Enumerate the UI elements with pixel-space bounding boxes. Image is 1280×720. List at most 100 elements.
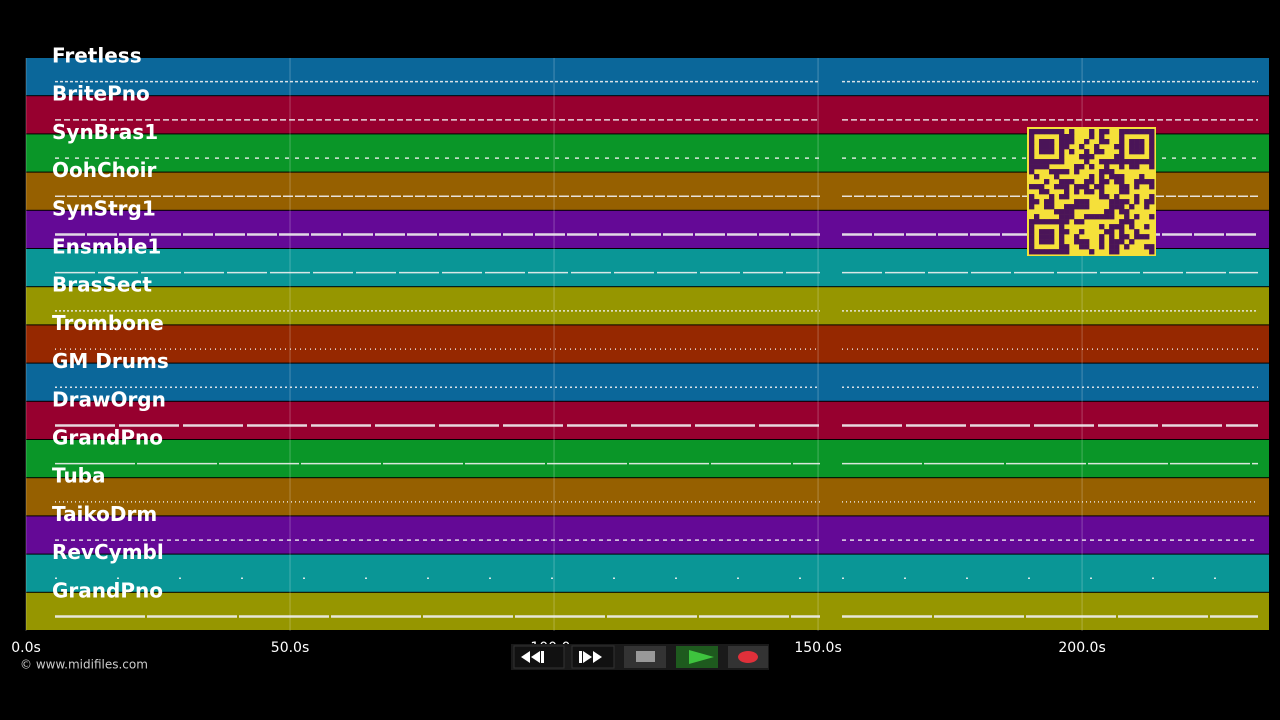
qr-module — [1039, 144, 1045, 150]
qr-module — [1039, 219, 1045, 225]
qr-module — [1039, 234, 1045, 240]
track-band — [26, 325, 1269, 363]
qr-module — [1149, 129, 1155, 135]
track-band — [26, 516, 1269, 554]
track-name: TaikoDrm — [52, 502, 157, 526]
qr-module — [1119, 239, 1125, 245]
qr-module — [1144, 129, 1150, 135]
qr-module — [1094, 144, 1100, 150]
qr-module — [1149, 199, 1155, 205]
qr-module — [1059, 234, 1065, 240]
qr-module — [1084, 204, 1090, 210]
qr-module — [1084, 139, 1090, 145]
qr-module — [1119, 189, 1125, 195]
qr-module — [1094, 184, 1100, 190]
tick-label: 0.0s — [11, 640, 41, 656]
qr-module — [1114, 194, 1120, 200]
qr-module — [1069, 209, 1075, 215]
qr-module — [1034, 184, 1040, 190]
qr-module — [1129, 219, 1135, 225]
qr-module — [1109, 224, 1115, 230]
qr-module — [1134, 184, 1140, 190]
track-name: SynStrg1 — [52, 196, 156, 220]
qr-module — [1109, 174, 1115, 180]
qr-module — [1109, 199, 1115, 205]
qr-module — [1059, 249, 1065, 255]
qr-module — [1064, 244, 1070, 250]
qr-module — [1084, 214, 1090, 220]
qr-module — [1054, 174, 1060, 180]
qr-module — [1114, 239, 1120, 245]
qr-module — [1029, 239, 1035, 245]
qr-module — [1149, 159, 1155, 165]
qr-module — [1124, 199, 1130, 205]
qr-module — [1144, 199, 1150, 205]
qr-module — [1059, 229, 1065, 235]
stop-button[interactable] — [624, 646, 666, 668]
rewind-button[interactable] — [513, 645, 565, 669]
qr-module — [1099, 159, 1105, 165]
qr-module — [1074, 204, 1080, 210]
qr-module — [1139, 179, 1145, 185]
qr-module — [1059, 239, 1065, 245]
qr-module — [1149, 184, 1155, 190]
qr-module — [1109, 249, 1115, 255]
play-button[interactable] — [676, 646, 718, 668]
qr-module — [1124, 214, 1130, 220]
qr-module — [1084, 179, 1090, 185]
qr-module — [1054, 169, 1060, 175]
qr-module — [1079, 154, 1085, 160]
qr-module — [1119, 139, 1125, 145]
fast-forward-button[interactable] — [571, 645, 615, 669]
qr-module — [1034, 164, 1040, 170]
qr-module — [1029, 134, 1035, 140]
qr-module — [1074, 239, 1080, 245]
track-name: Tuba — [52, 464, 106, 488]
qr-module — [1139, 174, 1145, 180]
qr-module — [1099, 214, 1105, 220]
qr-module — [1044, 159, 1050, 165]
record-button[interactable] — [728, 646, 768, 668]
track-name: RevCymbl — [52, 540, 164, 564]
qr-module — [1059, 159, 1065, 165]
qr-module — [1144, 224, 1150, 230]
qr-module — [1044, 144, 1050, 150]
qr-module — [1049, 219, 1055, 225]
qr-module — [1054, 129, 1060, 135]
tick-label: 50.0s — [271, 640, 309, 656]
qr-module — [1029, 234, 1035, 240]
qr-module — [1029, 219, 1035, 225]
qr-module — [1134, 199, 1140, 205]
qr-module — [1129, 129, 1135, 135]
qr-module — [1059, 149, 1065, 155]
qr-module — [1049, 194, 1055, 200]
qr-module — [1134, 159, 1140, 165]
qr-module — [1124, 219, 1130, 225]
qr-module — [1034, 199, 1040, 205]
qr-module — [1059, 169, 1065, 175]
qr-module — [1114, 224, 1120, 230]
qr-module — [1029, 244, 1035, 250]
qr-module — [1064, 219, 1070, 225]
qr-module — [1049, 229, 1055, 235]
qr-module — [1029, 224, 1035, 230]
qr-module — [1109, 239, 1115, 245]
qr-module — [1044, 149, 1050, 155]
qr-module — [1064, 184, 1070, 190]
qr-module — [1119, 149, 1125, 155]
qr-module — [1049, 139, 1055, 145]
track-name: Ensmble1 — [52, 235, 161, 259]
qr-module — [1079, 199, 1085, 205]
qr-module — [1049, 129, 1055, 135]
track-band — [26, 440, 1269, 478]
notes — [55, 80, 1258, 618]
qr-module — [1059, 224, 1065, 230]
tick-label: 150.0s — [794, 640, 841, 656]
qr-module — [1059, 194, 1065, 200]
qr-module — [1044, 219, 1050, 225]
qr-module — [1034, 249, 1040, 255]
qr-module — [1069, 129, 1075, 135]
qr-module — [1044, 199, 1050, 205]
qr-module — [1049, 249, 1055, 255]
qr-module — [1064, 229, 1070, 235]
